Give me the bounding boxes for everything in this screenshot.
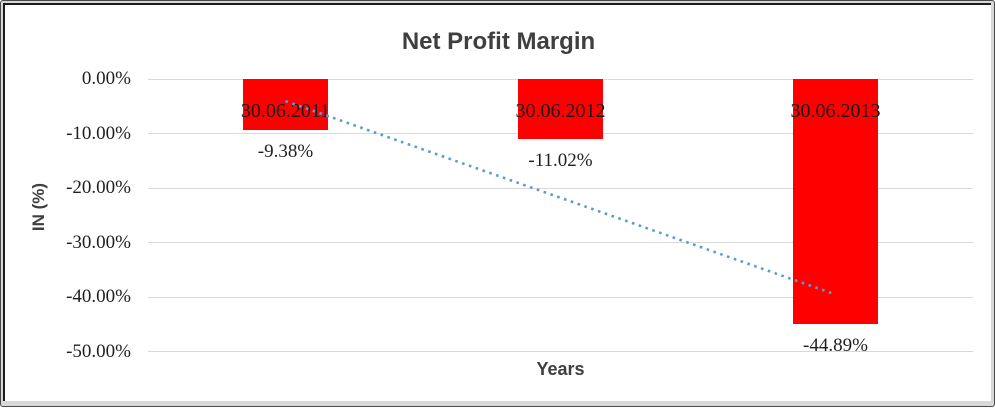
category-label: 30.06.2011 [240, 100, 331, 122]
chart-title: Net Profit Margin [401, 28, 596, 55]
y-axis-tick-label: -40.00% [66, 286, 131, 308]
y-axis-tick-label: 0.00% [81, 68, 131, 90]
data-label: -11.02% [528, 150, 593, 172]
gridline [148, 351, 973, 353]
category-label: 30.06.2013 [790, 100, 881, 122]
x-axis-title: Years [536, 359, 585, 379]
data-label: -44.89% [803, 334, 868, 356]
y-axis-tick-label: -50.00% [66, 340, 131, 362]
category-label: 30.06.2012 [515, 100, 606, 122]
y-axis-tick-label: -10.00% [66, 122, 131, 144]
y-axis-tick-label: -20.00% [66, 177, 131, 199]
y-axis-tick-label: -30.00% [66, 231, 131, 253]
data-label: -9.38% [257, 141, 314, 163]
gridline [148, 296, 973, 298]
